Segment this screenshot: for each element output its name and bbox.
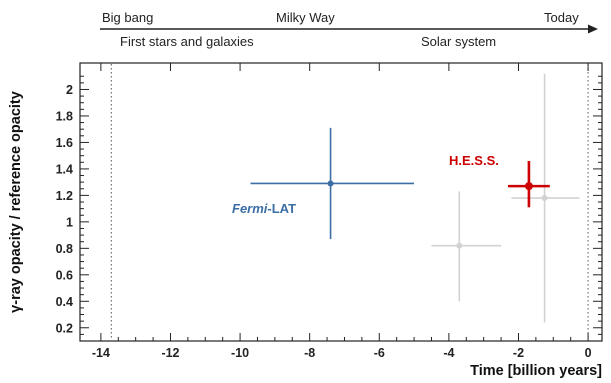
fermilat-point-0-marker [327,180,334,187]
hess-label: H.E.S.S. [449,153,499,168]
axis-ticks: -14 -12 -10 -8 -6 -4 -2 0 0.2 0.4 0.6 0.8 1 1.2 1.4 1.6… [56,63,602,360]
timeline-label-big-bang: Big bang [102,10,153,25]
reference-point-1-marker [541,195,548,202]
x-axis-title: Time [billion years] [470,363,602,379]
y-tick-label: 1 [66,215,73,229]
timeline-arrowhead [588,24,598,34]
timeline-label-solar-system: Solar system [421,34,496,49]
x-tick-label: -6 [374,346,385,360]
reference-point-0-marker [456,242,463,249]
hess-point-0-marker [524,182,533,191]
y-tick-label: 2 [66,83,73,97]
timeline: Big bang Milky Way Today First stars and… [100,10,598,49]
y-tick-label: 0.8 [56,242,73,256]
fermilat-point-0 [250,127,415,240]
fermi-lat-label: Fermi-LAT [232,201,296,216]
y-tick-label: 1.8 [56,109,73,123]
x-tick-label: -2 [513,346,524,360]
y-tick-label: 1.2 [56,189,73,203]
x-tick-label: -4 [443,346,454,360]
data-series [250,73,580,323]
y-tick-label: 0.6 [56,268,73,282]
y-tick-label: 0.2 [56,321,73,335]
y-tick-label: 0.4 [56,295,73,309]
x-tick-label: -14 [92,346,110,360]
x-tick-label: -8 [304,346,315,360]
y-axis-title: γ-ray opacity / reference opacity [8,91,24,313]
timeline-label-today: Today [544,10,579,25]
y-tick-label: 1.4 [56,162,73,176]
reference-point-1 [511,73,580,323]
reference-lines [110,64,589,340]
x-tick-label: -12 [161,346,179,360]
timeline-label-milky-way: Milky Way [276,10,335,25]
x-tick-label: -10 [231,346,249,360]
timeline-label-first-stars: First stars and galaxies [120,34,254,49]
hess-point-0 [508,160,550,208]
y-tick-label: 1.6 [56,136,73,150]
reference-point-0 [431,191,502,302]
plot-frame [79,62,603,342]
x-tick-label: 0 [585,346,592,360]
